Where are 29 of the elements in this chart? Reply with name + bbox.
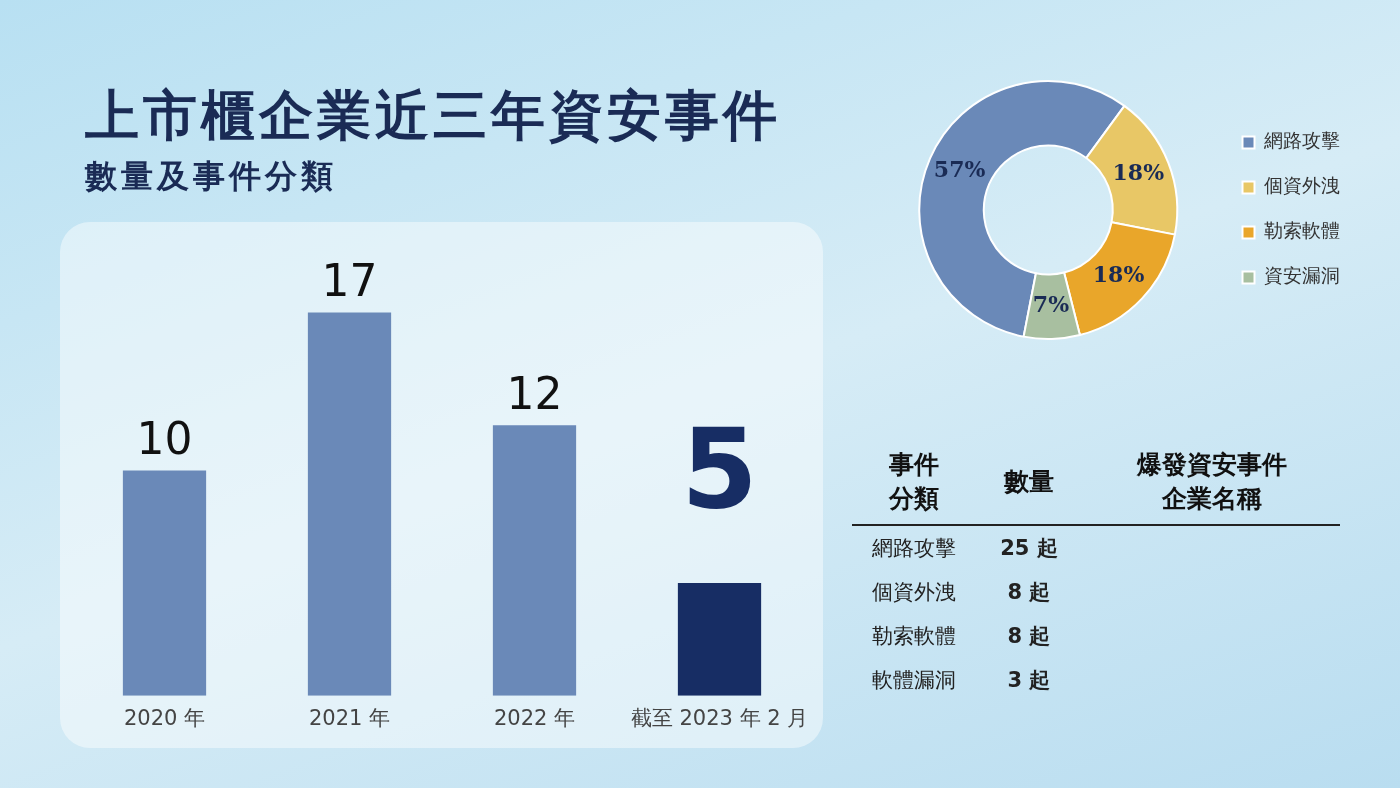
text: 爆發資安事件企業名稱 <box>1135 449 1288 515</box>
text: 25 起 <box>999 535 1059 562</box>
x-tick-label: 2020 年 <box>123 705 206 730</box>
text: 事件分類 <box>887 449 940 515</box>
legend-label: 個資外洩 <box>1264 174 1340 197</box>
category-label: 網路攻擊 <box>870 535 957 562</box>
data-label: 18% <box>1092 261 1145 288</box>
data-label: 18% <box>1112 159 1165 186</box>
x-tick-label: 2021 年 <box>308 705 391 730</box>
category-label: 勒索軟體 <box>870 623 957 650</box>
chart-subtitle: 數量及事件分類 <box>85 156 337 197</box>
chart-title: 上市櫃企業近三年資安事件 <box>85 83 781 149</box>
legend-label: 勒索軟體 <box>1264 219 1340 242</box>
text: 8 起 <box>1006 579 1052 606</box>
data-label: 10 <box>136 412 193 464</box>
x-tick-label: 2022 年 <box>493 705 576 730</box>
data-label: 7% <box>1032 291 1070 318</box>
x-tick-label: 截至 2023 年 2 月 <box>630 705 809 730</box>
text: 數量 <box>975 440 1083 525</box>
text: 3 起 <box>1006 667 1052 694</box>
data-label: 5 <box>681 404 758 533</box>
legend-label: 資安漏洞 <box>1264 264 1340 287</box>
legend-label: 網路攻擊 <box>1263 129 1340 152</box>
data-label: 12 <box>506 367 563 419</box>
data-label: 17 <box>321 255 378 307</box>
category-label: 軟體漏洞 <box>870 667 957 694</box>
text: 8 起 <box>1006 623 1052 650</box>
data-label: 57% <box>933 155 986 182</box>
category-label: 個資外洩 <box>870 579 957 606</box>
